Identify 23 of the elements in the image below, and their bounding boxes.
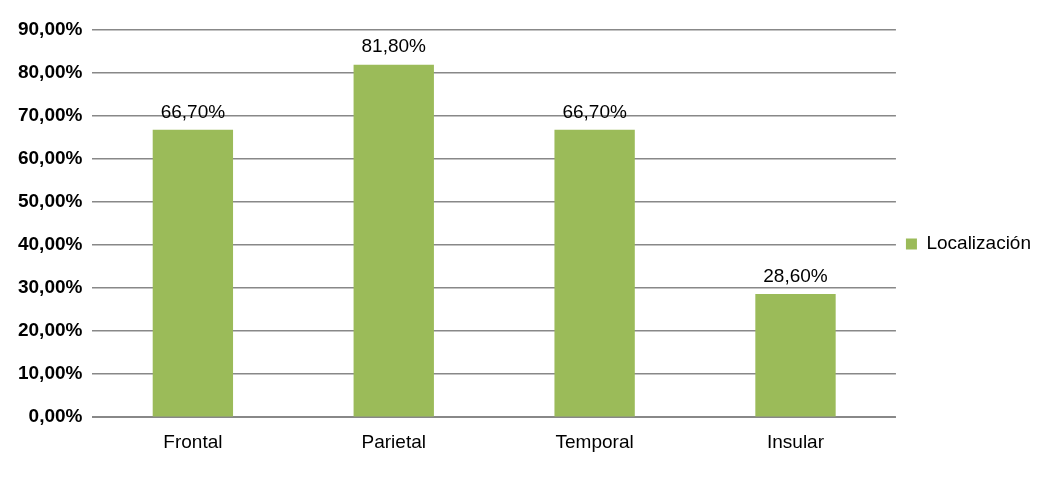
y-tick-label: 10,00%: [17, 362, 83, 384]
y-tick-label: 20,00%: [17, 319, 83, 341]
x-tick-label: Parietal: [361, 430, 426, 452]
y-tick-label: 80,00%: [17, 60, 83, 82]
data-label: 81,80%: [361, 35, 427, 57]
data-label: 66,70%: [562, 100, 627, 122]
y-tick-label: 0,00%: [28, 405, 83, 427]
bar: [152, 129, 234, 417]
legend-label: Localización: [926, 232, 1032, 254]
y-tick-label: 70,00%: [17, 103, 83, 125]
x-tick-label: Temporal: [555, 430, 634, 452]
bar: [554, 129, 635, 417]
bar: [755, 293, 836, 417]
x-tick-label: Insular: [766, 430, 825, 452]
bar: [353, 64, 434, 417]
data-label: 28,60%: [763, 264, 828, 286]
y-tick-label: 60,00%: [17, 146, 83, 168]
x-tick-label: Frontal: [163, 430, 223, 452]
y-tick-label: 50,00%: [17, 189, 83, 211]
y-tick-label: 40,00%: [17, 233, 83, 255]
y-tick-label: 30,00%: [17, 276, 83, 298]
y-tick-label: 90,00%: [17, 17, 83, 39]
data-label: 66,70%: [160, 100, 226, 122]
